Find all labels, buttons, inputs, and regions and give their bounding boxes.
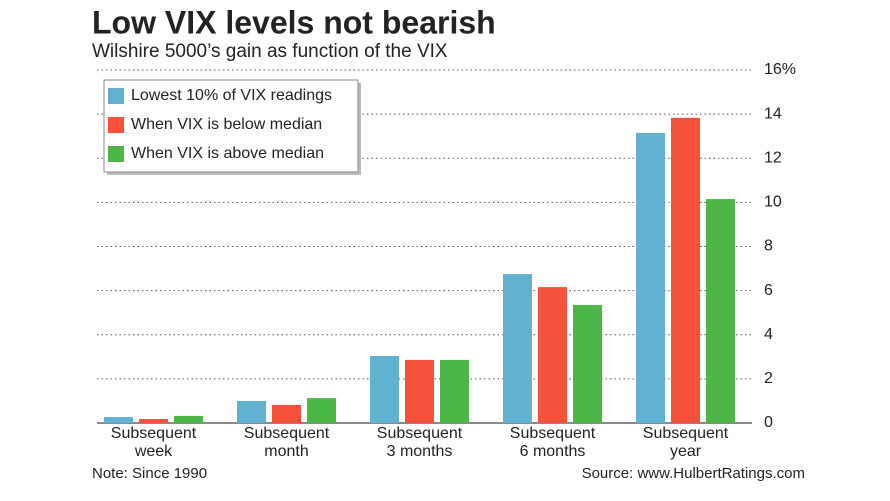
bar bbox=[503, 274, 532, 423]
x-tick-label: Subsequent bbox=[643, 425, 729, 442]
x-tick-label: Subsequent bbox=[244, 425, 330, 442]
y-tick-label: 8 bbox=[764, 238, 773, 255]
bar bbox=[573, 304, 602, 423]
bar bbox=[104, 417, 133, 423]
bar bbox=[237, 400, 266, 423]
chart-subtitle: Wilshire 5000’s gain as function of the … bbox=[92, 41, 448, 62]
x-tick-label: Subsequent bbox=[510, 425, 596, 442]
legend-label: When VIX is above median bbox=[131, 145, 324, 162]
y-tick-label: 2 bbox=[764, 370, 773, 387]
bar bbox=[139, 419, 168, 423]
bar bbox=[174, 415, 203, 423]
y-tick-label: 4 bbox=[764, 326, 773, 343]
legend-box bbox=[103, 79, 359, 173]
bar bbox=[706, 199, 735, 423]
y-tick-label: 10 bbox=[764, 194, 782, 211]
bar bbox=[307, 398, 336, 423]
bar bbox=[440, 359, 469, 423]
bar bbox=[405, 359, 434, 423]
bar bbox=[538, 287, 567, 423]
bar bbox=[370, 355, 399, 423]
bar bbox=[272, 404, 301, 423]
x-tick-label: week bbox=[134, 443, 173, 460]
source: Source: www.HulbertRatings.com bbox=[582, 465, 805, 482]
y-tick-label: 14 bbox=[764, 105, 782, 122]
note: Note: Since 1990 bbox=[92, 465, 207, 482]
y-tick-label: 12 bbox=[764, 149, 782, 166]
x-tick-label: Subsequent bbox=[111, 425, 197, 442]
x-tick-label: year bbox=[670, 443, 702, 460]
bar bbox=[636, 132, 665, 424]
legend-swatch bbox=[108, 117, 124, 133]
chart-title: Low VIX levels not bearish bbox=[92, 4, 496, 40]
legend-swatch bbox=[108, 146, 124, 162]
y-tick-label: 6 bbox=[764, 282, 773, 299]
legend-swatch bbox=[108, 88, 124, 104]
x-tick-label: Subsequent bbox=[377, 425, 463, 442]
legend-label: When VIX is below median bbox=[131, 116, 322, 133]
x-tick-label: 3 months bbox=[387, 443, 453, 460]
y-tick-label: 16% bbox=[764, 61, 796, 78]
legend-label: Lowest 10% of VIX readings bbox=[131, 87, 332, 104]
x-tick-label: 6 months bbox=[520, 443, 586, 460]
x-tick-label: month bbox=[264, 443, 308, 460]
bar bbox=[671, 117, 700, 424]
y-tick-label: 0 bbox=[764, 414, 773, 431]
